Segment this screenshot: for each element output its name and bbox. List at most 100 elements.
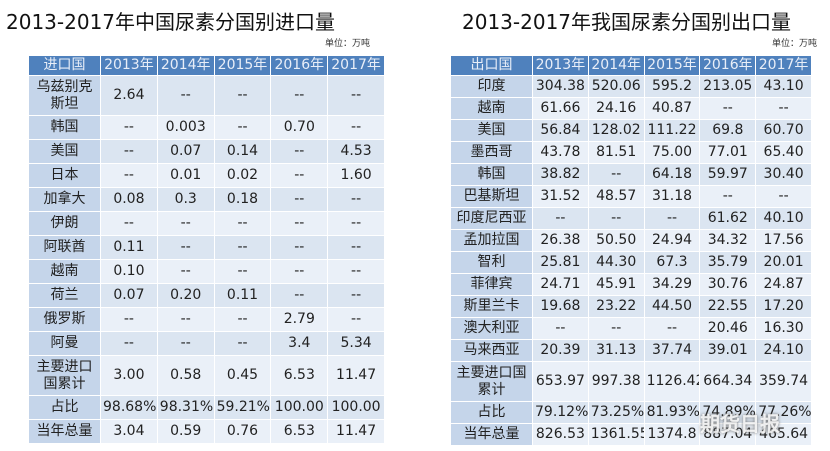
cell: 24.71 bbox=[532, 273, 589, 296]
table-row: 主要进口国累计 653.97 997.38 1126.42 664.34 359.74 bbox=[450, 361, 812, 402]
left-unit: 单位：万吨 bbox=[325, 39, 371, 49]
cell: -- bbox=[100, 115, 158, 140]
cell: 0.11 bbox=[100, 235, 158, 260]
cell: 31.13 bbox=[587, 339, 645, 362]
cell: 35.79 bbox=[699, 251, 757, 274]
cell: 11.47 bbox=[327, 355, 385, 396]
cell: 65.40 bbox=[755, 141, 812, 164]
cell: 0.003 bbox=[156, 115, 215, 140]
cell: 73.25% bbox=[587, 401, 645, 424]
table-row: 韩国 38.82 -- 64.18 59.97 30.40 bbox=[450, 163, 812, 186]
cell: -- bbox=[270, 163, 329, 188]
row-label: 阿曼 bbox=[28, 331, 101, 356]
table-row: 占比 98.68% 98.31% 59.21% 100.00 100.00 bbox=[28, 395, 385, 420]
cell: 77.01 bbox=[699, 141, 757, 164]
cell: 887.04 bbox=[699, 423, 757, 446]
cell: -- bbox=[270, 235, 329, 260]
cell: 0.11 bbox=[213, 283, 272, 308]
row-label: 智利 bbox=[450, 251, 533, 274]
cell: 50.50 bbox=[587, 229, 645, 252]
cell: 6.53 bbox=[270, 355, 329, 396]
table-row: 孟加拉国 26.38 50.50 24.94 34.32 17.56 bbox=[450, 229, 812, 252]
cell: 304.38 bbox=[532, 75, 589, 98]
cell: 0.20 bbox=[156, 283, 215, 308]
cell: 61.62 bbox=[699, 207, 757, 230]
cell: 34.29 bbox=[643, 273, 701, 296]
row-label: 印度 bbox=[450, 75, 533, 98]
cell: -- bbox=[587, 207, 645, 230]
row-label: 当年总量 bbox=[28, 419, 101, 444]
left-title: 2013-2017年中国尿素分国别进口量 bbox=[6, 10, 336, 34]
cell: 48.57 bbox=[587, 185, 645, 208]
cell: -- bbox=[270, 75, 329, 116]
cell: -- bbox=[270, 283, 329, 308]
cell: 37.74 bbox=[643, 339, 701, 362]
cell: 0.59 bbox=[156, 419, 215, 444]
cell: 17.20 bbox=[755, 295, 812, 318]
cell: -- bbox=[270, 139, 329, 164]
table-row: 当年总量 826.53 1361.55 1374.8 887.04 465.64 bbox=[450, 423, 812, 446]
table-row: 越南 0.10 -- -- -- -- bbox=[28, 259, 385, 284]
cell: -- bbox=[100, 139, 158, 164]
cell: 30.40 bbox=[755, 163, 812, 186]
cell: 2016年 bbox=[699, 55, 757, 76]
cell: -- bbox=[327, 187, 385, 212]
cell: 11.47 bbox=[327, 419, 385, 444]
cell: -- bbox=[699, 97, 757, 120]
cell: 56.84 bbox=[532, 119, 589, 142]
table-row: 美国 56.84 128.02 111.22 69.8 60.70 bbox=[450, 119, 812, 142]
import-table: 进口国 2013年 2014年 2015年 2016年 2017年 乌兹别克斯坦 2.64 --… bbox=[28, 55, 385, 444]
cell: 465.64 bbox=[755, 423, 812, 446]
table-row: 荷兰 0.07 0.20 0.11 -- -- bbox=[28, 283, 385, 308]
cell: -- bbox=[156, 211, 215, 236]
cell: 1126.42 bbox=[643, 361, 701, 402]
cell: -- bbox=[100, 331, 158, 356]
cell: 77.26% bbox=[755, 401, 812, 424]
cell: 595.2 bbox=[643, 75, 701, 98]
cell: 2016年 bbox=[270, 55, 329, 76]
cell: 3.00 bbox=[100, 355, 158, 396]
cell: 0.70 bbox=[270, 115, 329, 140]
cell: -- bbox=[213, 75, 272, 116]
cell: -- bbox=[156, 307, 215, 332]
cell: 111.22 bbox=[643, 119, 701, 142]
row-label: 孟加拉国 bbox=[450, 229, 533, 252]
cell: -- bbox=[755, 97, 812, 120]
cell: 22.55 bbox=[699, 295, 757, 318]
cell: -- bbox=[270, 211, 329, 236]
table-row: 俄罗斯 -- -- -- 2.79 -- bbox=[28, 307, 385, 332]
cell: -- bbox=[213, 115, 272, 140]
cell: -- bbox=[643, 207, 701, 230]
cell: 826.53 bbox=[532, 423, 589, 446]
cell: 2013年 bbox=[532, 55, 589, 76]
row-label: 印度尼西亚 bbox=[450, 207, 533, 230]
cell: 0.02 bbox=[213, 163, 272, 188]
cell: 2017年 bbox=[327, 55, 385, 76]
cell: 64.18 bbox=[643, 163, 701, 186]
export-table: 出口国 2013年 2014年 2015年 2016年 2017年 印度 304.38 520.… bbox=[450, 55, 812, 446]
cell: 30.76 bbox=[699, 273, 757, 296]
cell: 40.10 bbox=[755, 207, 812, 230]
cell: 74.89% bbox=[699, 401, 757, 424]
row-label: 主要进口国累计 bbox=[450, 361, 533, 402]
row-label: 菲律宾 bbox=[450, 273, 533, 296]
cell: 4.53 bbox=[327, 139, 385, 164]
cell: 44.50 bbox=[643, 295, 701, 318]
cell: 1.60 bbox=[327, 163, 385, 188]
cell: -- bbox=[213, 235, 272, 260]
cell: 653.97 bbox=[532, 361, 589, 402]
row-label: 巴基斯坦 bbox=[450, 185, 533, 208]
cell: 20.46 bbox=[699, 317, 757, 340]
table-row: 智利 25.81 44.30 67.3 35.79 20.01 bbox=[450, 251, 812, 274]
row-label: 斯里兰卡 bbox=[450, 295, 533, 318]
cell: 39.01 bbox=[699, 339, 757, 362]
cell: 40.87 bbox=[643, 97, 701, 120]
table-row: 澳大利亚 -- -- -- 20.46 16.30 bbox=[450, 317, 812, 340]
cell: -- bbox=[327, 259, 385, 284]
cell: 0.3 bbox=[156, 187, 215, 212]
table-row: 印度尼西亚 -- -- -- 61.62 40.10 bbox=[450, 207, 812, 230]
table-row: 加拿大 0.08 0.3 0.18 -- -- bbox=[28, 187, 385, 212]
cell: -- bbox=[327, 283, 385, 308]
cell: -- bbox=[100, 211, 158, 236]
